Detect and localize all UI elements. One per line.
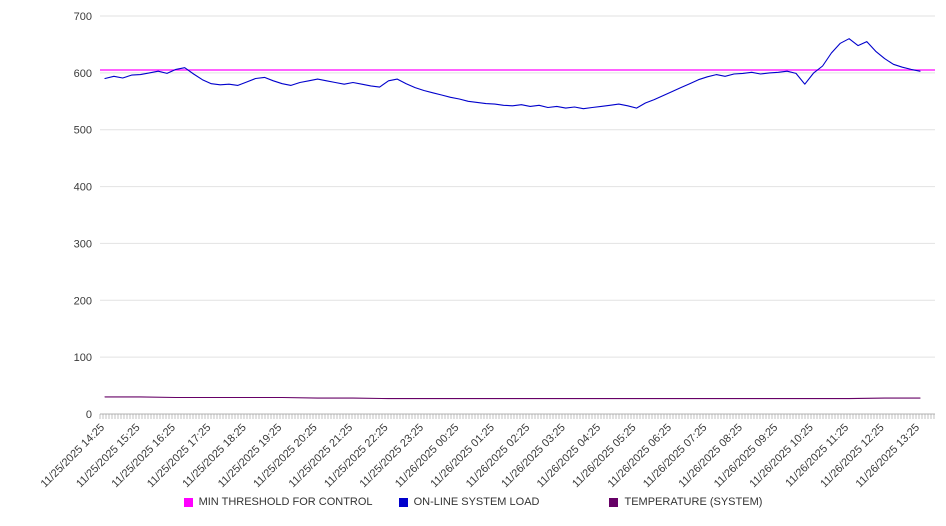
x-tick-label: 11/26/2025 08:25: [676, 422, 744, 490]
x-tick-label: 11/26/2025 06:25: [606, 422, 674, 490]
y-tick-label: 500: [74, 125, 92, 137]
x-tick-label: 11/26/2025 13:25: [854, 422, 922, 490]
y-tick-label: 700: [74, 11, 92, 23]
x-tick-label: 11/25/2025 20:25: [251, 422, 319, 490]
x-tick-label: 11/26/2025 03:25: [499, 422, 567, 490]
x-tick-label: 11/25/2025 14:25: [39, 422, 107, 490]
legend-item-temperature: TEMPERATURE (SYSTEM): [609, 496, 762, 508]
legend-swatch-min-threshold-icon: [183, 497, 193, 507]
x-tick-label: 11/26/2025 00:25: [393, 422, 461, 490]
legend-item-min-threshold: MIN THRESHOLD FOR CONTROL: [183, 496, 373, 508]
legend-label-temperature: TEMPERATURE (SYSTEM): [624, 496, 763, 508]
x-tick-label: 11/26/2025 02:25: [464, 422, 532, 490]
y-tick-label: 0: [86, 409, 92, 421]
x-tick-label: 11/26/2025 11:25: [783, 422, 851, 490]
legend-label-min-threshold: MIN THRESHOLD FOR CONTROL: [198, 496, 373, 508]
x-tick-label: 11/25/2025 18:25: [180, 422, 248, 490]
x-tick-label: 11/26/2025 12:25: [818, 422, 886, 490]
legend-item-system-load: ON-LINE SYSTEM LOAD: [398, 496, 540, 508]
x-tick-label: 11/26/2025 10:25: [747, 422, 815, 490]
legend-swatch-temperature-icon: [609, 497, 619, 507]
x-tick-label: 11/25/2025 19:25: [216, 422, 284, 490]
x-tick-label: 11/25/2025 22:25: [322, 422, 390, 490]
x-tick-label: 11/25/2025 16:25: [110, 422, 178, 490]
legend-swatch-system-load-icon: [398, 497, 408, 507]
y-tick-label: 600: [74, 68, 92, 80]
x-tick-label: 11/25/2025 15:25: [74, 422, 142, 490]
y-tick-label: 400: [74, 182, 92, 194]
y-tick-label: 300: [74, 238, 92, 250]
x-tick-label: 11/26/2025 01:25: [428, 422, 496, 490]
x-tick-label: 11/26/2025 04:25: [535, 422, 603, 490]
x-tick-label: 11/26/2025 09:25: [712, 422, 780, 490]
x-tick-label: 11/25/2025 21:25: [287, 422, 355, 490]
legend-label-system-load: ON-LINE SYSTEM LOAD: [413, 496, 540, 508]
x-tick-label: 11/26/2025 07:25: [641, 422, 709, 490]
y-tick-label: 100: [74, 352, 92, 364]
chart-legend: MIN THRESHOLD FOR CONTROL ON-LINE SYSTEM…: [0, 496, 946, 508]
y-tick-label: 200: [74, 295, 92, 307]
x-tick-label: 11/25/2025 23:25: [358, 422, 426, 490]
series-line: [104, 396, 921, 400]
x-tick-label: 11/26/2025 05:25: [570, 422, 638, 490]
x-tick-label: 11/25/2025 17:25: [145, 422, 213, 490]
series-line: [104, 38, 921, 110]
